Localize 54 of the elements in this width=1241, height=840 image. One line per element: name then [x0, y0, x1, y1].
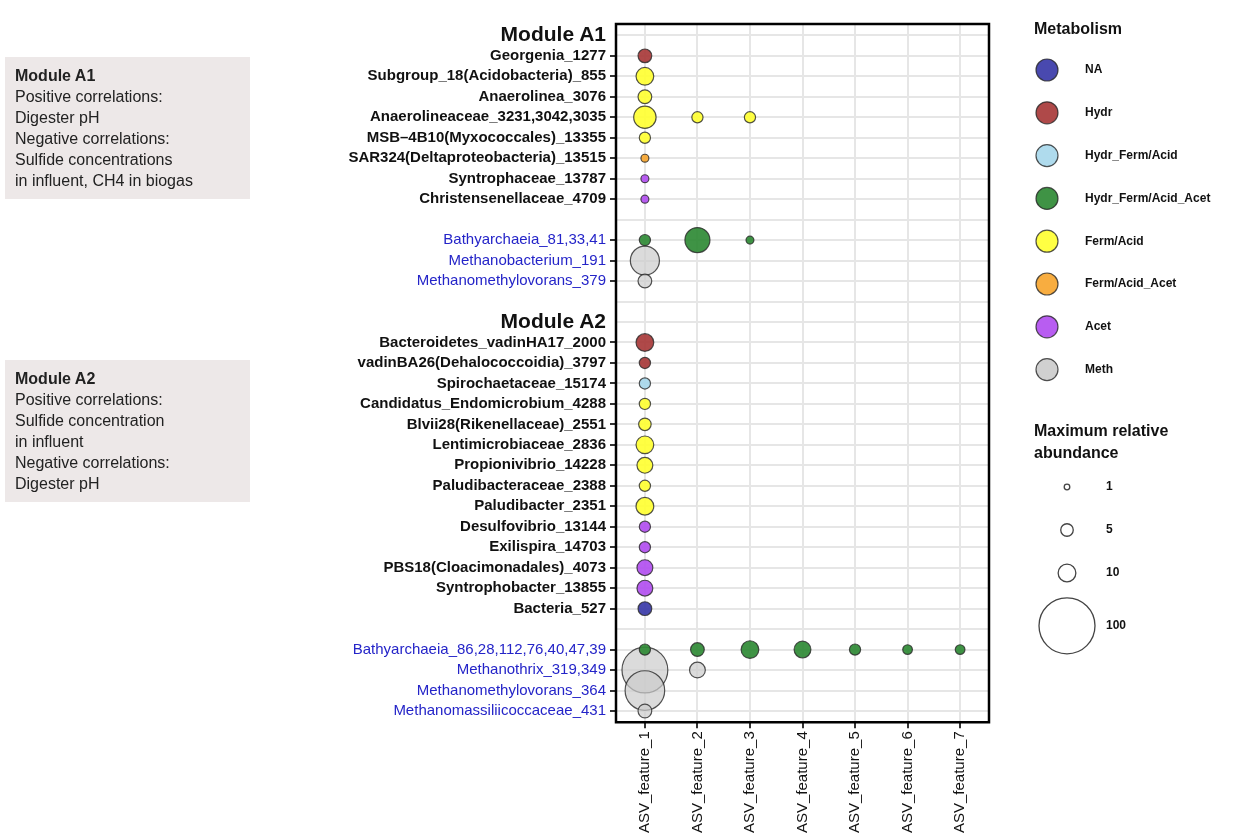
y-tick-label: Methanothrix_319,349 [456, 660, 606, 678]
y-tick-label: Syntrophaceae_13787 [448, 168, 606, 186]
text: Maximum relative abundance [1034, 422, 1169, 462]
y-tick-label: MSB–4B10(Myxococcales)_13355 [366, 127, 606, 145]
y-tick-label: SAR324(Deltaproteobacteria)_13515 [348, 148, 606, 166]
y-tick-label: Paludibacteraceae_2388 [432, 475, 606, 493]
x-tick-label: ASV_feature_6 [897, 731, 915, 834]
y-tick-label: Syntrophobacter_13855 [435, 578, 606, 596]
x-tick-label: ASV_feature_5 [845, 731, 863, 834]
y-tick-label: Desulfovibrio_13144 [460, 516, 607, 534]
legend-label: NA [1085, 62, 1103, 77]
legend-label: Hydr_Ferm/Acid_Acet [1085, 190, 1211, 205]
y-tick-label: Methanobacterium_191 [448, 250, 606, 268]
x-tick-label: ASV_feature_7 [950, 731, 968, 834]
y-tick-label: Candidatus_Endomicrobium_4288 [360, 394, 606, 412]
legend-label: Ferm/Acid_Acet [1085, 276, 1177, 291]
legend-label: Meth [1085, 361, 1113, 376]
y-tick-label: Bathyarchaeia_81,33,41 [443, 230, 606, 248]
text: Module A2 Positive correlations: Sulfide concentration in influent Negative correlations: Digester pH [5, 360, 250, 502]
x-tick-label: ASV_feature_3 [740, 731, 758, 834]
y-tick-label: Blvii28(Rikenellaceae)_2551 [406, 414, 606, 432]
legend-label: Hydr [1085, 105, 1113, 120]
y-tick-label: Anaerolineaceae_3231,3042,3035 [369, 107, 606, 125]
y-tick-label: Bacteroidetes_vadinHA17_2000 [379, 332, 606, 350]
y-tick-label: Georgenia_1277 [490, 45, 606, 63]
legend-title: Metabolism [1034, 20, 1123, 38]
x-tick-label: ASV_feature_1 [635, 731, 653, 834]
legend-label: 100 [1106, 618, 1127, 633]
y-tick-label: Exilispira_14703 [489, 537, 606, 555]
x-tick-label: ASV_feature_2 [687, 731, 705, 834]
y-tick-label: Christensenellaceae_4709 [419, 189, 606, 207]
legend-label: Ferm/Acid [1085, 233, 1144, 248]
y-tick-label: Lentimicrobiaceae_2836 [432, 434, 606, 452]
y-tick-label: Methanomethylovorans_379 [416, 271, 606, 289]
y-tick-label: Spirochaetaceae_15174 [436, 373, 607, 391]
text: Module A1 Positive correlations: Digester pH Negative correlations: Sulfide concentrations in influent, CH4 in biogas [5, 57, 250, 199]
y-tick-label: Bacteria_527 [513, 598, 606, 616]
y-tick-label: PBS18(Cloacimonadales)_4073 [383, 557, 606, 575]
y-tick-label: Bathyarchaeia_86,28,112,76,40,47,39 [352, 639, 606, 657]
x-tick-label: ASV_feature_4 [792, 731, 810, 834]
y-tick-label: Methanomassiliicoccaceae_431 [393, 701, 606, 719]
y-tick-label: vadinBA26(Dehalococcoidia)_3797 [357, 353, 606, 371]
y-tick-label: Subgroup_18(Acidobacteria)_855 [367, 66, 606, 84]
legend-label: Hydr_Ferm/Acid [1085, 147, 1178, 162]
y-tick-label: Propionivibrio_14228 [454, 455, 606, 473]
y-tick-label: Module A1 [500, 22, 607, 46]
y-tick-label: Anaerolinea_3076 [478, 86, 606, 104]
y-tick-label: Paludibacter_2351 [474, 496, 606, 514]
legend-label: 1 [1106, 479, 1113, 494]
legend-label: 5 [1106, 522, 1113, 537]
legend-label: 10 [1106, 565, 1120, 580]
y-tick-label: Methanomethylovorans_364 [416, 680, 606, 698]
legend-label: Acet [1085, 319, 1112, 334]
y-tick-label: Module A2 [500, 308, 606, 332]
